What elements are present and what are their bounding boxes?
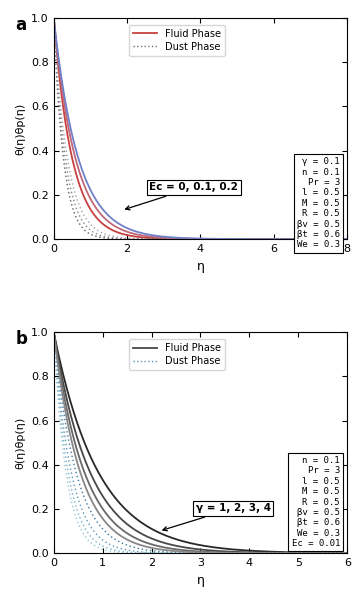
Text: b: b xyxy=(15,330,28,348)
Text: γ = 0.1
n = 0.1
Pr = 3
l = 0.5
M = 0.5
R = 0.5
βv = 0.5
βt = 0.6
We = 0.3: γ = 0.1 n = 0.1 Pr = 3 l = 0.5 M = 0.5 R… xyxy=(297,157,340,249)
X-axis label: η: η xyxy=(197,574,204,587)
Text: Ec = 0, 0.1, 0.2: Ec = 0, 0.1, 0.2 xyxy=(126,183,238,210)
Text: n = 0.1
Pr = 3
l = 0.5
M = 0.5
R = 0.5
βv = 0.5
βt = 0.6
We = 0.3
Ec = 0.01: n = 0.1 Pr = 3 l = 0.5 M = 0.5 R = 0.5 β… xyxy=(291,456,340,548)
X-axis label: η: η xyxy=(197,259,204,273)
Legend: Fluid Phase, Dust Phase: Fluid Phase, Dust Phase xyxy=(129,25,225,55)
Y-axis label: θ(η)θp(η): θ(η)θp(η) xyxy=(15,416,25,469)
Text: a: a xyxy=(15,15,26,34)
Legend: Fluid Phase, Dust Phase: Fluid Phase, Dust Phase xyxy=(129,339,225,370)
Text: γ = 1, 2, 3, 4: γ = 1, 2, 3, 4 xyxy=(163,503,271,531)
Y-axis label: θ(η)θp(η): θ(η)θp(η) xyxy=(15,102,25,155)
